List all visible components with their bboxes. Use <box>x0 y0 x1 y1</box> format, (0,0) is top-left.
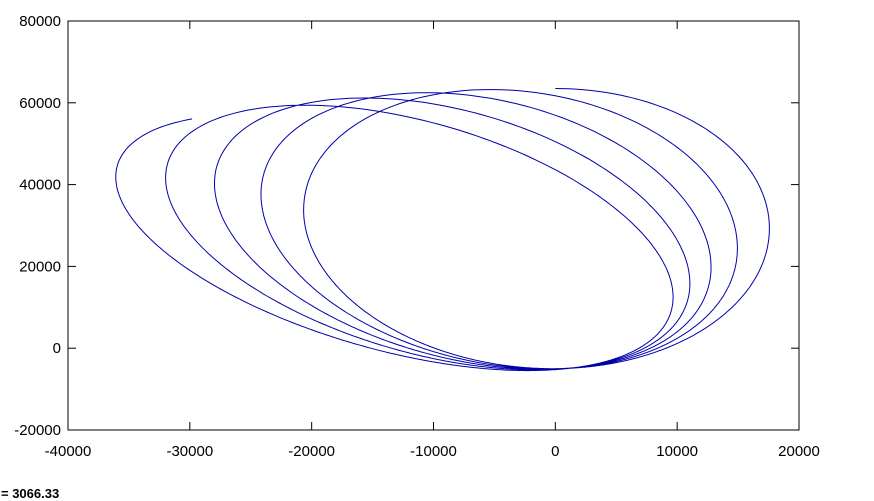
y-tick-label: -20000 <box>14 422 61 439</box>
plot-box <box>67 20 800 431</box>
x-tick-label: -20000 <box>288 443 335 460</box>
x-tick-label: -10000 <box>410 443 457 460</box>
x-tick-label: -40000 <box>45 443 92 460</box>
x-tick-label: 10000 <box>656 443 698 460</box>
axis-ticks <box>67 20 800 431</box>
y-tick-label: 80000 <box>19 13 61 30</box>
orbit-trajectory-path <box>115 88 770 372</box>
x-tick-label: -30000 <box>166 443 213 460</box>
y-tick-label: 60000 <box>19 95 61 112</box>
y-tick-label: 20000 <box>19 258 61 275</box>
plot-frame <box>67 20 800 431</box>
y-tick-label: 0 <box>53 340 61 357</box>
trajectory-line <box>115 88 770 372</box>
x-tick-label: 0 <box>551 443 559 460</box>
y-tick-label: 40000 <box>19 177 61 194</box>
x-tick-label: 20000 <box>778 443 820 460</box>
axis-tick-labels: -40000 -30000 -20000 -10000 0 10000 20000 -2000… <box>14 13 820 460</box>
